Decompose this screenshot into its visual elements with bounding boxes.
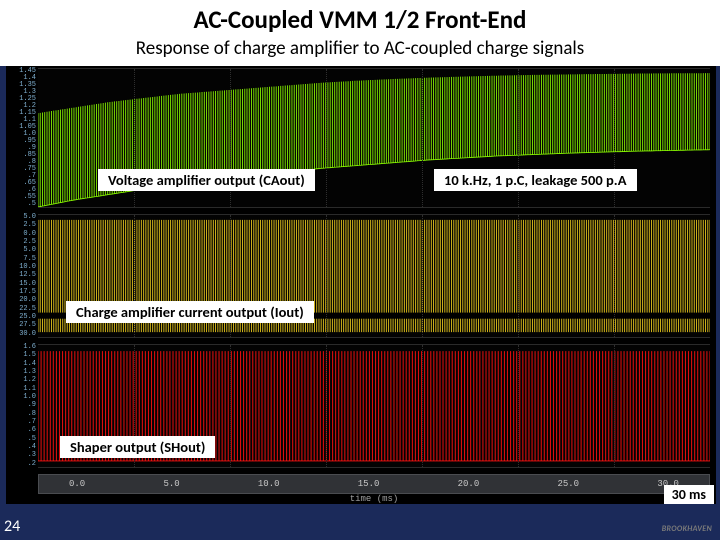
panel1-info-label: 10 k.Hz, 1 p.C, leakage 500 p.A — [434, 169, 637, 191]
time-axis: time (ms) 0.05.010.015.020.025.030.0 — [38, 474, 710, 494]
panel1-label: Voltage amplifier output (CAout) — [98, 169, 315, 191]
page-title: AC-Coupled VMM 1/2 Front-End — [0, 4, 720, 35]
oscilloscope-area: 1.451.41.351.31.251.21.151.11.051.0.95.9… — [6, 66, 716, 504]
panel2-yaxis: 5.02.50.02.55.07.510.012.515.017.520.022… — [6, 214, 38, 338]
lab-logo: BROOKHAVEN — [662, 524, 712, 534]
time-axis-unit: time (ms) — [350, 494, 399, 504]
page-subtitle: Response of charge amplifier to AC-coupl… — [0, 37, 720, 60]
slide-number: 24 — [4, 517, 20, 536]
panel3-label: Shaper output (SHout) — [60, 436, 215, 458]
panel2-label: Charge amplifier current output (Iout) — [66, 301, 314, 323]
panel1-yaxis: 1.451.41.351.31.251.21.151.11.051.0.95.9… — [6, 68, 38, 208]
duration-annotation: 30 ms — [664, 485, 714, 504]
panel3-yaxis: 1.61.51.41.31.21.11.0.9.8.7.6.5.4.3.2 — [6, 344, 38, 468]
